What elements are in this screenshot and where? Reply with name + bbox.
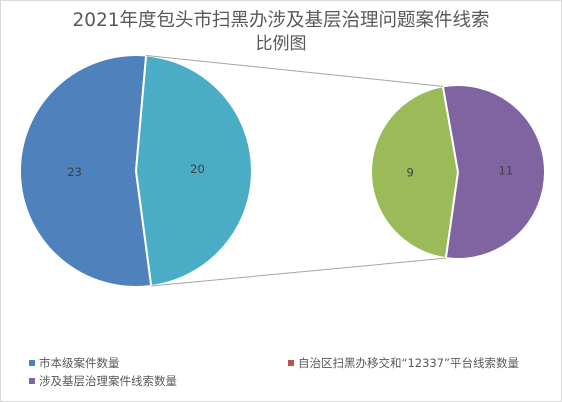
data-label-primary-0: 23 <box>67 165 82 179</box>
primary-slice-0 <box>19 54 153 288</box>
legend-item-region-transfer: 自治区扫黑办移交和“12337”平台线索数量 <box>288 355 519 371</box>
legend-item-grassroots: 涉及基层治理案件线索数量 <box>29 373 177 389</box>
data-label-secondary-1: 11 <box>499 164 514 178</box>
data-label-primary-1: 20 <box>190 162 205 176</box>
chart-subtitle: 比例图 <box>255 34 307 54</box>
legend-label-city-level: 市本级案件数量 <box>39 356 120 370</box>
legend-swatch-grassroots <box>29 378 35 384</box>
primary-slice-1 <box>134 54 253 288</box>
chart-title: 2021年度包头市扫黑办涉及基层治理问题案件线索 <box>72 10 490 31</box>
legend-swatch-region-transfer <box>288 360 294 366</box>
legend-item-city-level: 市本级案件数量 <box>29 355 120 371</box>
legend-label-grassroots: 涉及基层治理案件线索数量 <box>39 374 177 388</box>
connector-line-bottom <box>151 257 446 287</box>
data-label-secondary-0: 9 <box>406 165 413 179</box>
connector-line-top <box>146 54 443 87</box>
secondary-slice-0 <box>370 85 460 260</box>
legend-swatch-city-level <box>29 360 35 366</box>
secondary-slice-1 <box>441 84 546 260</box>
legend-label-region-transfer: 自治区扫黑办移交和“12337”平台线索数量 <box>298 356 519 370</box>
